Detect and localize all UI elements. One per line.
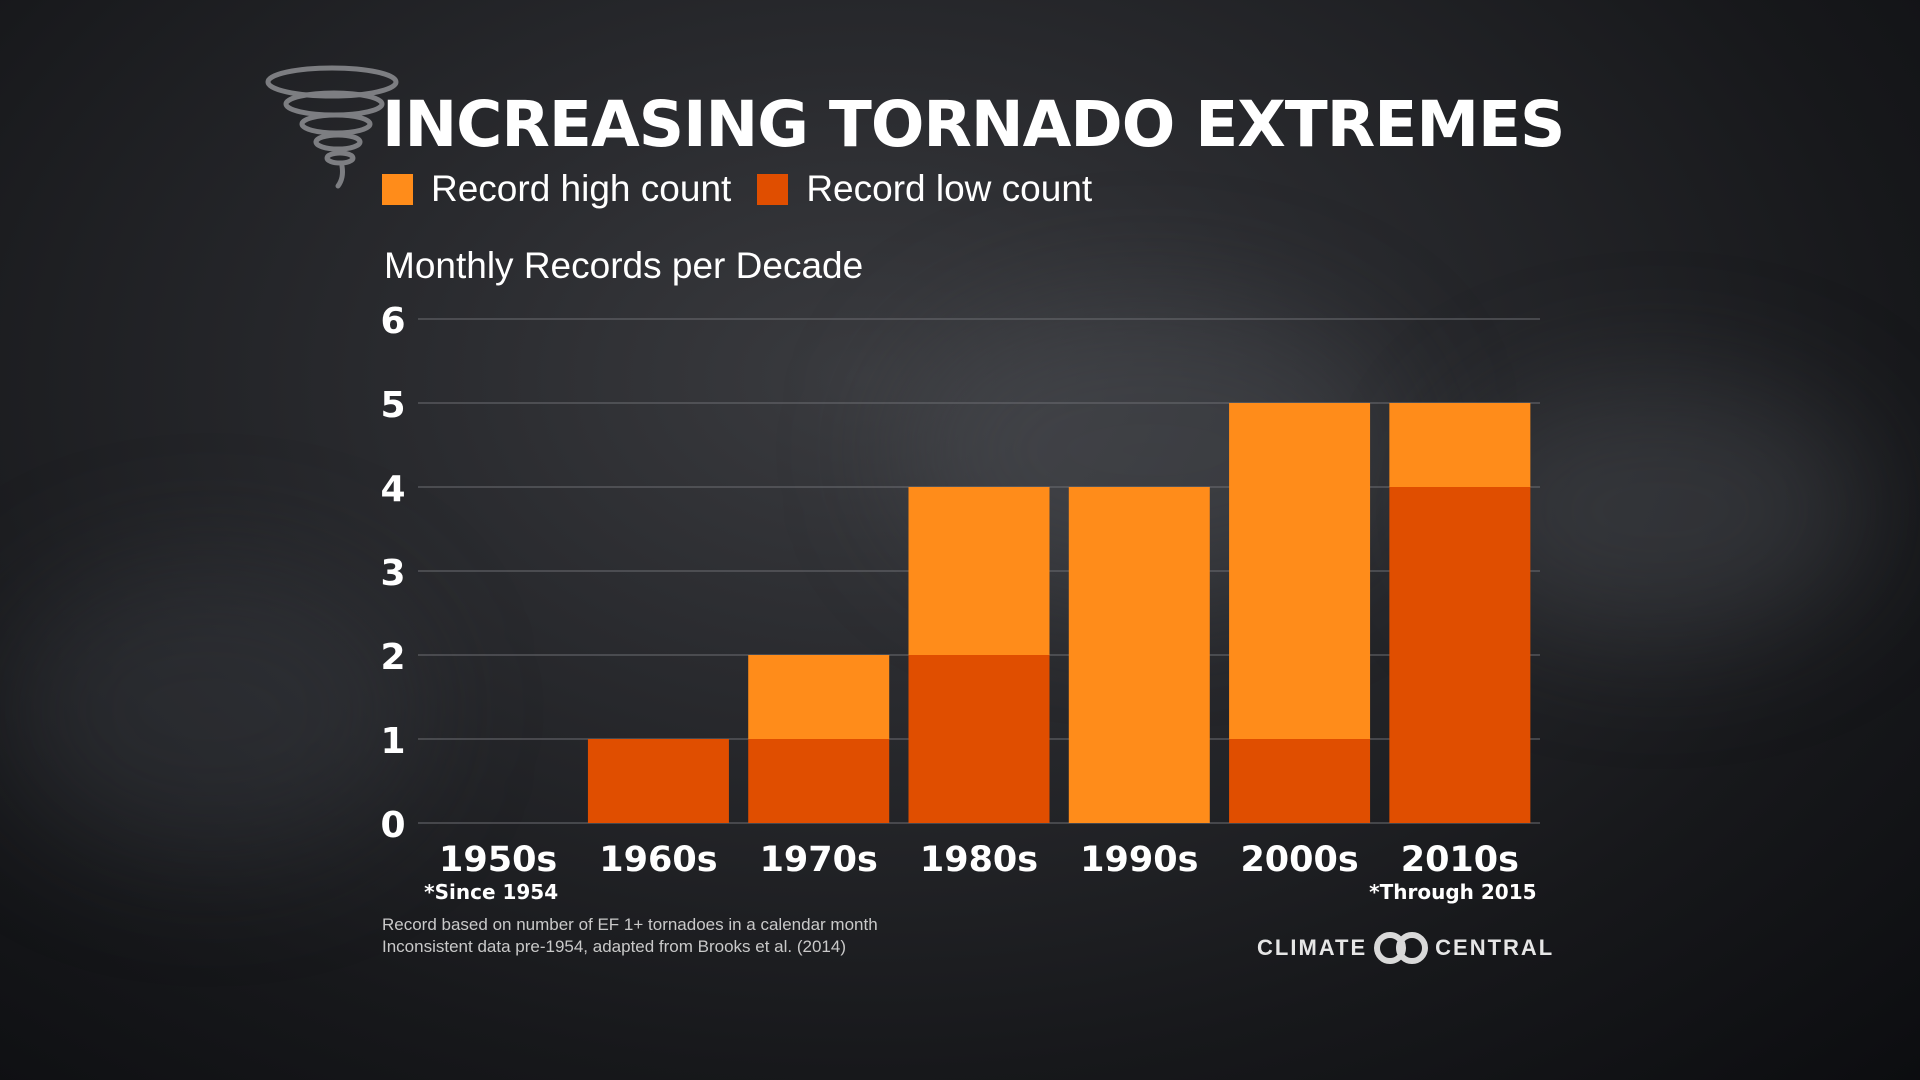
bar-high-1970s xyxy=(748,655,890,739)
x-tick-label: 1950s xyxy=(439,840,557,880)
y-tick-label: 6 xyxy=(380,301,405,342)
legend-item-low: Record low count xyxy=(757,168,1092,210)
y-axis-label: Monthly Records per Decade xyxy=(384,245,864,286)
bar-low-1970s xyxy=(748,739,890,823)
chart-title: INCREASING TORNADO EXTREMES xyxy=(382,88,1565,161)
x-tick-label: 1970s xyxy=(760,840,878,880)
legend-item-high: Record high count xyxy=(382,168,731,210)
logo-text-right: CENTRAL xyxy=(1435,935,1555,960)
legend-label-low: Record low count xyxy=(806,168,1093,209)
y-tick-label: 3 xyxy=(380,553,405,594)
logo-rings-icon xyxy=(1374,932,1429,964)
bar-low-1980s xyxy=(908,655,1050,823)
footnote-line-1: Record based on number of EF 1+ tornadoe… xyxy=(382,915,878,934)
bar-high-2000s xyxy=(1229,403,1371,739)
legend: Record high count Record low count xyxy=(382,168,1118,210)
legend-swatch-low xyxy=(757,173,789,205)
y-tick-label: 0 xyxy=(380,805,405,846)
bar-high-2010s xyxy=(1389,403,1531,487)
category-note: *Since 1954 xyxy=(424,880,558,904)
x-tick-label: 1960s xyxy=(599,840,717,880)
bar-low-2000s xyxy=(1229,739,1371,823)
x-tick-label: 1980s xyxy=(920,840,1038,880)
bar-high-1990s xyxy=(1068,487,1210,823)
x-tick-label: 2000s xyxy=(1240,840,1358,880)
climate-central-logo: CLIMATE CENTRAL xyxy=(1257,931,1554,965)
y-tick-label: 5 xyxy=(380,385,405,426)
tornado-icon xyxy=(265,65,399,189)
x-tick-label: 2010s xyxy=(1401,840,1519,880)
bar-low-2010s xyxy=(1389,487,1531,823)
legend-label-high: Record high count xyxy=(431,168,732,209)
y-tick-label: 2 xyxy=(380,637,405,678)
bar-high-1980s xyxy=(908,487,1050,655)
category-note: *Through 2015 xyxy=(1369,880,1536,904)
footnote: Record based on number of EF 1+ tornadoe… xyxy=(382,914,878,958)
y-tick-label: 1 xyxy=(380,721,405,762)
y-tick-label: 4 xyxy=(380,469,405,510)
bar-low-1960s xyxy=(587,739,729,823)
legend-swatch-high xyxy=(382,173,413,205)
footnote-line-2: Inconsistent data pre-1954, adapted from… xyxy=(382,937,846,956)
x-tick-label: 1990s xyxy=(1080,840,1198,880)
logo-text-left: CLIMATE xyxy=(1257,935,1368,960)
